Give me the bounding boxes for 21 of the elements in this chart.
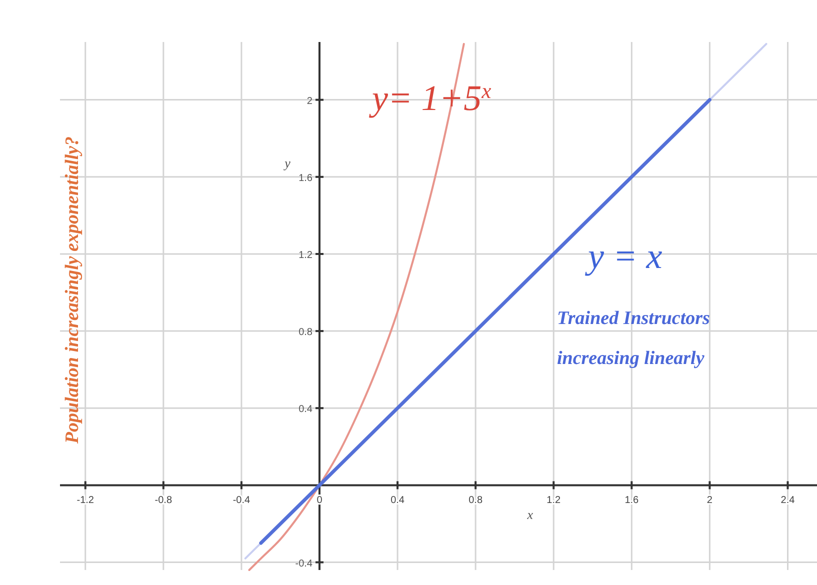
- x-tick-label: 1.6: [624, 495, 640, 506]
- y-axis-title: y: [282, 155, 291, 170]
- x-tick-label: -1.2: [76, 495, 94, 506]
- x-tick-label: 0.4: [390, 495, 405, 506]
- y-tick-label: 0.8: [298, 327, 313, 338]
- annotation: increasing linearly: [557, 348, 705, 369]
- annotation: Trained Instructors: [557, 308, 710, 329]
- x-tick-label: 1.2: [546, 495, 561, 506]
- annotation: y = x: [585, 236, 662, 276]
- y-tick-label: 1.6: [298, 172, 313, 184]
- y-tick-label: 0.4: [298, 404, 313, 416]
- y-tick-label: 1.2: [298, 250, 313, 261]
- x-tick-label: -0.8: [154, 495, 172, 506]
- x-tick-label: 2: [706, 495, 713, 506]
- y-tick-label: 2: [306, 96, 313, 107]
- y-tick-label: -0.4: [295, 558, 313, 570]
- x-tick-label: 0.8: [468, 495, 483, 506]
- x-tick-label: -0.4: [232, 495, 250, 506]
- annotation: Population increasingly exponentially?: [62, 136, 83, 445]
- x-tick-label: 2.4: [780, 495, 796, 506]
- x-axis-title: x: [526, 507, 534, 522]
